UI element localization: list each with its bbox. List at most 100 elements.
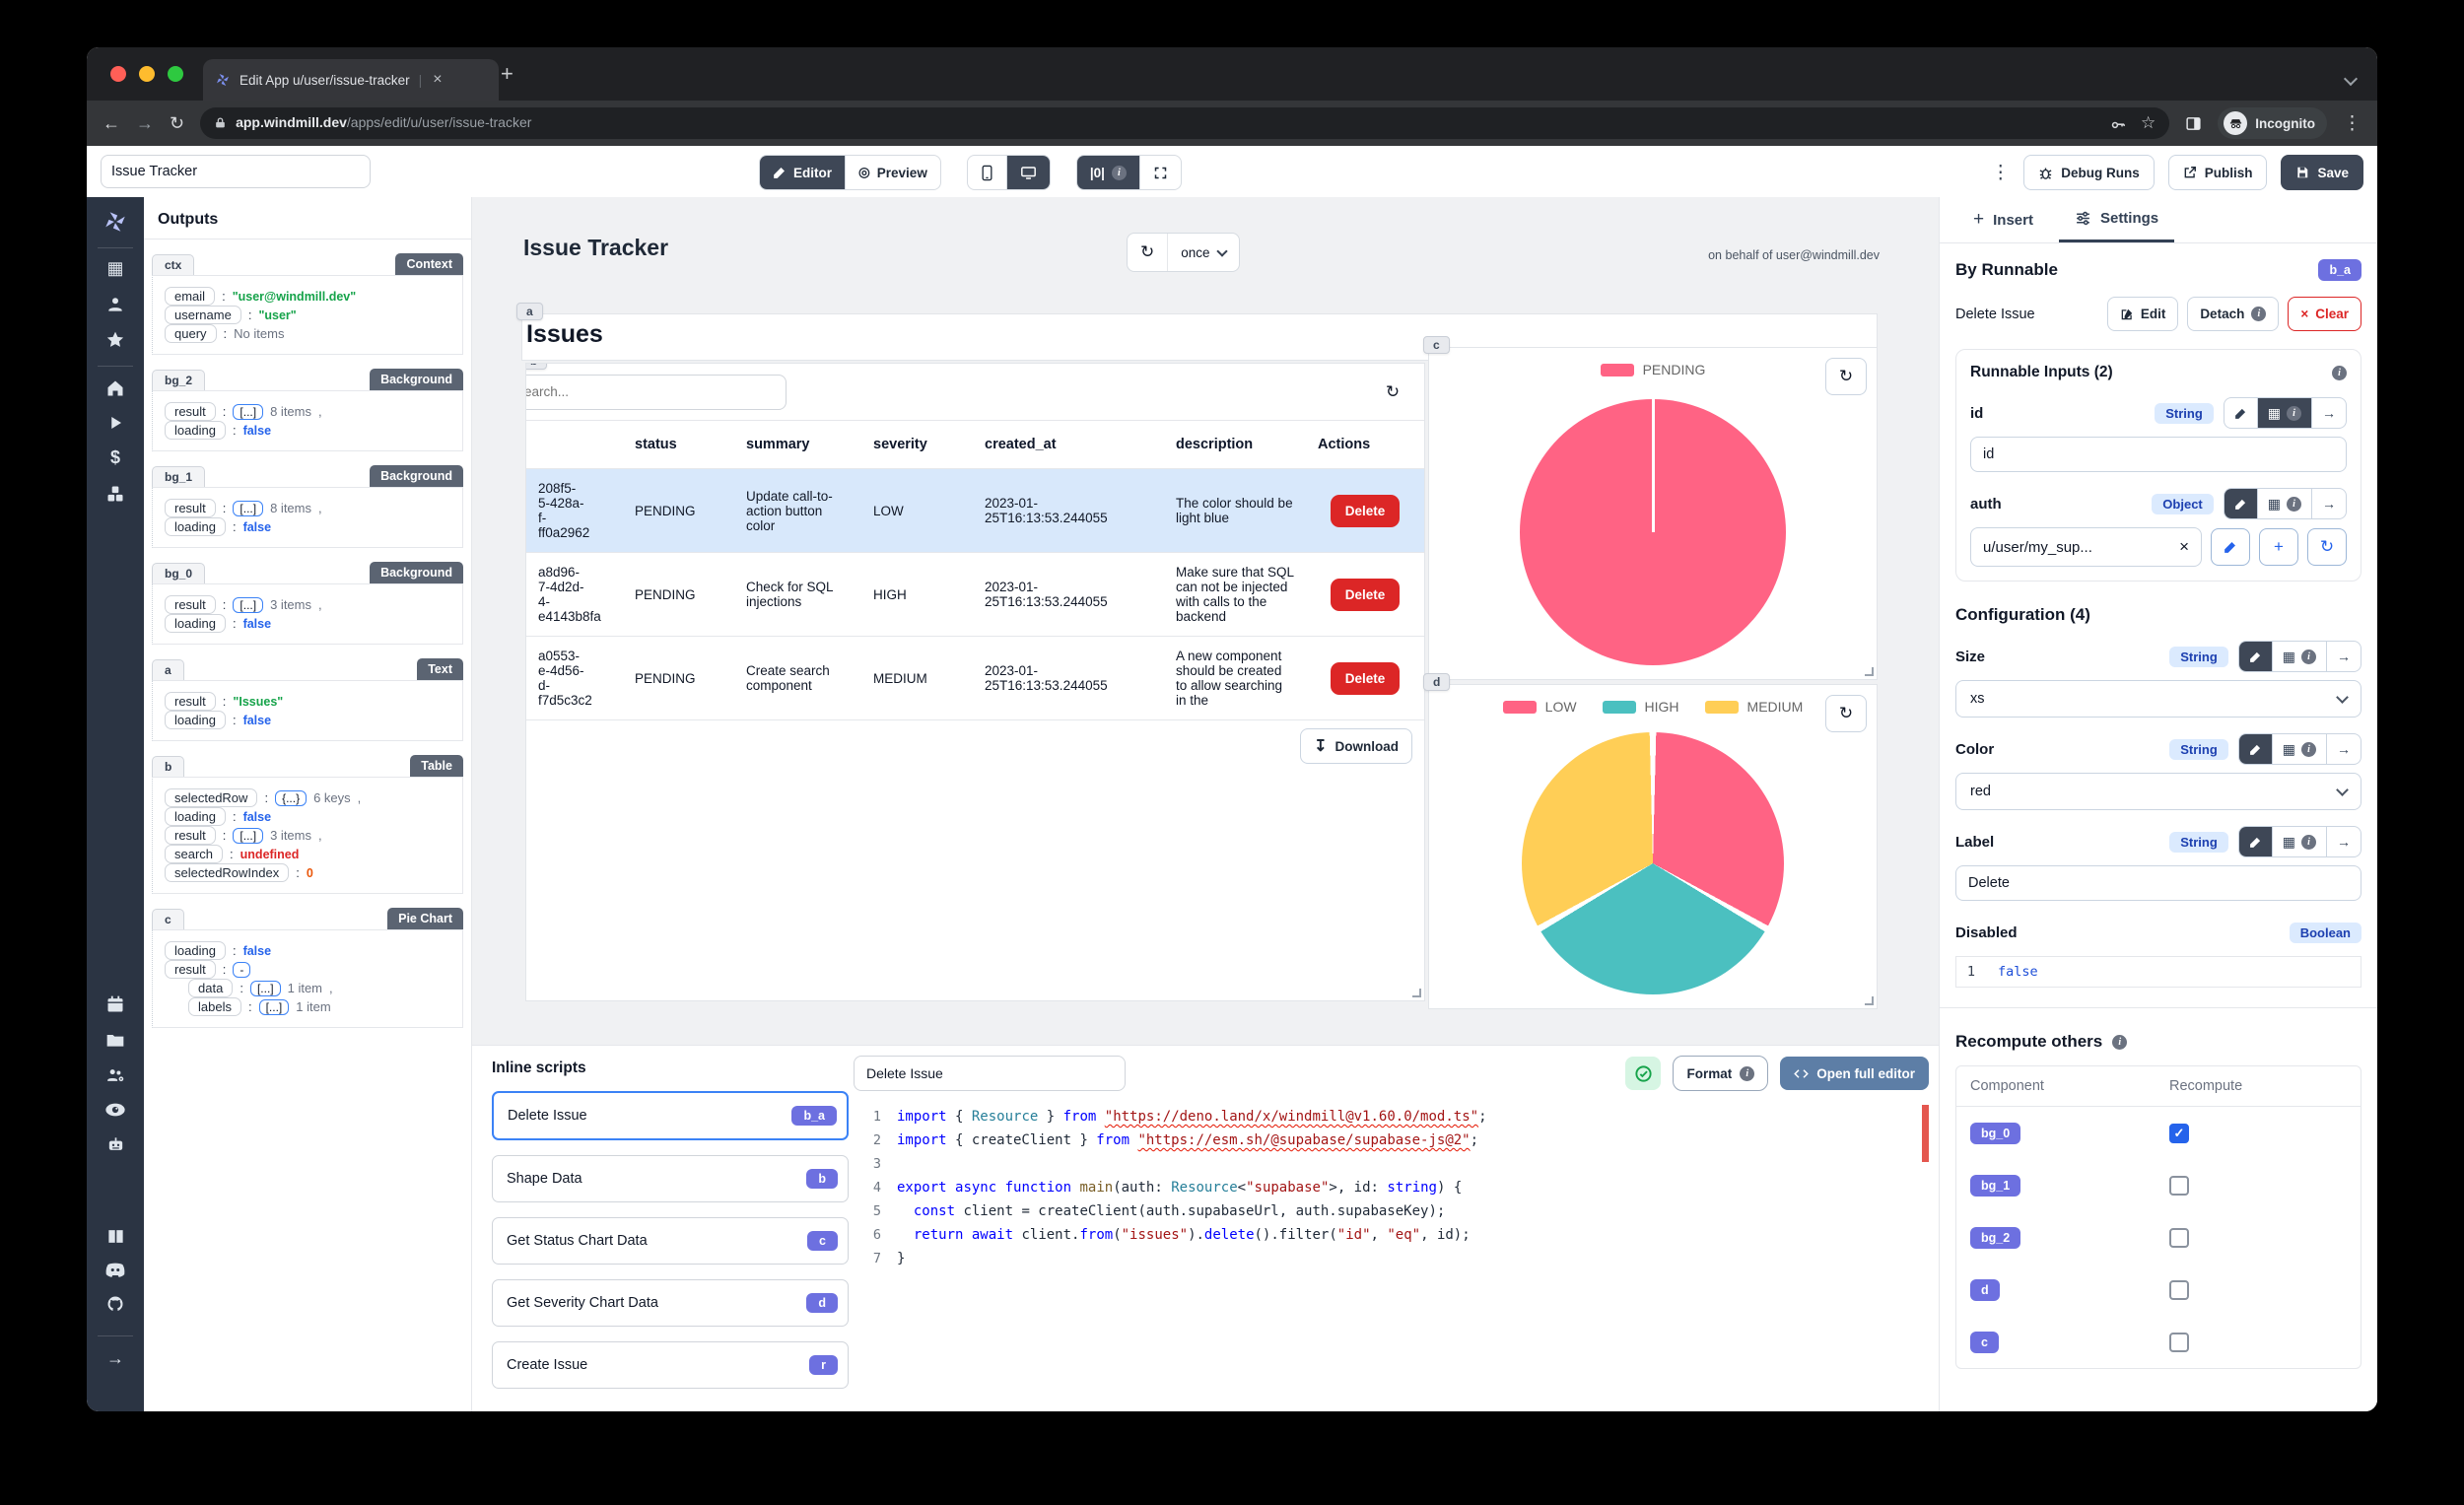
table-row[interactable]: 208f5- 5-428a- f- ff0a2962 PENDING Updat… xyxy=(526,469,1424,553)
static-mode-button[interactable] xyxy=(2224,489,2258,518)
template-mode-button[interactable]: ▦ i xyxy=(2258,489,2312,518)
output-key[interactable]: selectedRow xyxy=(165,788,258,807)
pie-chart-component-d[interactable]: d LOW HIGH MEDIUM ↻ xyxy=(1423,673,1878,1009)
refresh-resource-button[interactable]: ↻ xyxy=(2307,528,2347,566)
url-input[interactable]: app.windmill.dev/apps/edit/u/user/issue-… xyxy=(200,107,2170,139)
component-chip-b[interactable]: b xyxy=(526,364,548,370)
docs-book-icon[interactable] xyxy=(105,1227,126,1246)
user-icon[interactable] xyxy=(105,295,125,314)
clear-resource-icon[interactable]: × xyxy=(2179,537,2189,556)
static-mode-button[interactable] xyxy=(2224,398,2258,428)
component-chip-c[interactable]: c xyxy=(1423,336,1450,354)
eval-mode-button[interactable]: → xyxy=(2312,489,2346,518)
component-id-chip[interactable]: ctx xyxy=(152,254,195,275)
publish-button[interactable]: Publish xyxy=(2167,155,2268,190)
output-key[interactable]: search xyxy=(165,845,224,863)
output-key[interactable]: loading xyxy=(165,711,226,729)
resources-cubes-icon[interactable] xyxy=(105,484,125,504)
output-collapsed-pill[interactable]: [...] xyxy=(233,500,264,516)
static-mode-button[interactable] xyxy=(2238,642,2273,671)
download-button[interactable]: ↧ Download xyxy=(1300,728,1412,764)
table-col-status[interactable]: status xyxy=(635,437,677,452)
template-mode-button[interactable]: ▦ i xyxy=(2273,642,2327,671)
eval-mode-button[interactable]: → xyxy=(2327,642,2361,671)
close-window-button[interactable] xyxy=(110,66,126,82)
output-key[interactable]: email xyxy=(165,287,216,306)
output-key[interactable]: loading xyxy=(165,807,226,826)
template-mode-button[interactable]: ▦ i xyxy=(2273,734,2327,764)
output-collapsed-pill[interactable]: [...] xyxy=(249,980,281,996)
inline-script-item[interactable]: Delete Issue b_a xyxy=(492,1091,849,1140)
variables-dollar-icon[interactable]: $ xyxy=(109,447,120,467)
delete-row-button[interactable]: Delete xyxy=(1330,661,1401,695)
app-name-input[interactable] xyxy=(101,155,371,188)
tab-search-chevron-icon[interactable] xyxy=(2343,71,2359,89)
boolean-code-editor[interactable]: 1 false xyxy=(1955,956,2361,988)
tab-insert[interactable]: + Insert xyxy=(1973,209,2033,230)
legend-item[interactable]: MEDIUM xyxy=(1704,699,1803,715)
inline-script-item[interactable]: Get Status Chart Data c xyxy=(492,1217,849,1265)
output-key[interactable]: username xyxy=(165,306,241,324)
pie-d-chart[interactable] xyxy=(1522,732,1784,994)
refresh-mode-dropdown[interactable]: once xyxy=(1168,234,1238,271)
new-tab-button[interactable]: + xyxy=(501,61,513,86)
minimize-window-button[interactable] xyxy=(139,66,155,82)
pie-d-refresh-icon[interactable]: ↻ xyxy=(1825,695,1867,732)
delete-row-button[interactable]: Delete xyxy=(1330,578,1401,611)
recompute-checkbox[interactable] xyxy=(2169,1227,2189,1248)
incognito-badge[interactable]: Incognito xyxy=(2218,107,2327,139)
legend-item[interactable]: LOW xyxy=(1502,699,1577,715)
table-search-input[interactable] xyxy=(526,374,787,410)
browser-menu-icon[interactable]: ⋮ xyxy=(2343,112,2361,134)
output-key[interactable]: result xyxy=(165,499,216,517)
component-chip-d[interactable]: d xyxy=(1423,673,1451,691)
table-col-severity[interactable]: severity xyxy=(873,437,927,452)
legend-item[interactable]: PENDING xyxy=(1600,362,1705,377)
component-chip-a[interactable]: a xyxy=(516,303,543,320)
tab-settings[interactable]: Settings xyxy=(2058,197,2175,242)
output-key[interactable]: result xyxy=(165,692,216,711)
output-collapsed-pill[interactable]: [...] xyxy=(233,596,264,613)
audit-eye-icon[interactable] xyxy=(104,1101,126,1119)
windmill-logo-icon[interactable] xyxy=(103,209,128,235)
groups-admin-icon[interactable] xyxy=(105,1065,126,1085)
back-icon[interactable]: ← xyxy=(103,112,120,133)
output-key[interactable]: result xyxy=(165,960,216,979)
output-key[interactable]: labels xyxy=(188,997,241,1016)
mobile-view-button[interactable] xyxy=(968,156,1007,189)
table-row[interactable]: a8d96- 7-4d2d- 4- e4143b8fa PENDING Chec… xyxy=(526,553,1424,637)
output-collapsed-pill[interactable]: [...] xyxy=(233,403,264,420)
field-select[interactable]: xs xyxy=(1955,680,2361,718)
home-icon[interactable] xyxy=(105,378,125,398)
bookmark-star-icon[interactable]: ☆ xyxy=(2141,113,2156,132)
pie-c-chart[interactable] xyxy=(1520,399,1786,665)
component-id-chip[interactable]: bg_2 xyxy=(152,370,206,390)
add-resource-button[interactable]: + xyxy=(2259,528,2298,566)
resource-picker[interactable]: u/user/my_sup... × xyxy=(1970,527,2202,567)
eval-mode-button[interactable]: → xyxy=(2327,734,2361,764)
output-key[interactable]: loading xyxy=(165,614,226,633)
discord-icon[interactable] xyxy=(104,1262,126,1278)
table-col-description[interactable]: description xyxy=(1176,437,1254,452)
table-col-summary[interactable]: summary xyxy=(746,437,810,452)
table-component-b[interactable]: b ↻ status summary severity created_at d… xyxy=(525,363,1425,1001)
output-key[interactable]: result xyxy=(165,595,216,614)
desktop-view-button[interactable] xyxy=(1006,156,1050,189)
format-button[interactable]: Format i xyxy=(1673,1056,1769,1091)
save-button[interactable]: Save xyxy=(2281,155,2363,190)
field-value-input[interactable] xyxy=(1970,437,2347,472)
browser-tab[interactable]: Edit App u/user/issue-tracker | × xyxy=(203,59,499,101)
clear-button[interactable]: × Clear xyxy=(2288,297,2361,331)
component-id-chip[interactable]: c xyxy=(152,909,184,929)
inline-script-item[interactable]: Shape Data b xyxy=(492,1155,849,1202)
output-key[interactable]: data xyxy=(188,979,234,997)
output-collapsed-pill[interactable]: - xyxy=(233,961,251,978)
component-id-chip[interactable]: bg_1 xyxy=(152,466,206,487)
debug-runs-button[interactable]: Debug Runs xyxy=(2023,155,2155,190)
output-key[interactable]: loading xyxy=(165,517,226,536)
pie-c-refresh-icon[interactable]: ↻ xyxy=(1825,358,1867,395)
workers-robot-icon[interactable] xyxy=(105,1134,126,1154)
runs-play-icon[interactable] xyxy=(106,414,124,432)
zoom-window-button[interactable] xyxy=(168,66,183,82)
code-editor[interactable]: 1 import { Resource } from "https://deno.… xyxy=(854,1105,1929,1270)
